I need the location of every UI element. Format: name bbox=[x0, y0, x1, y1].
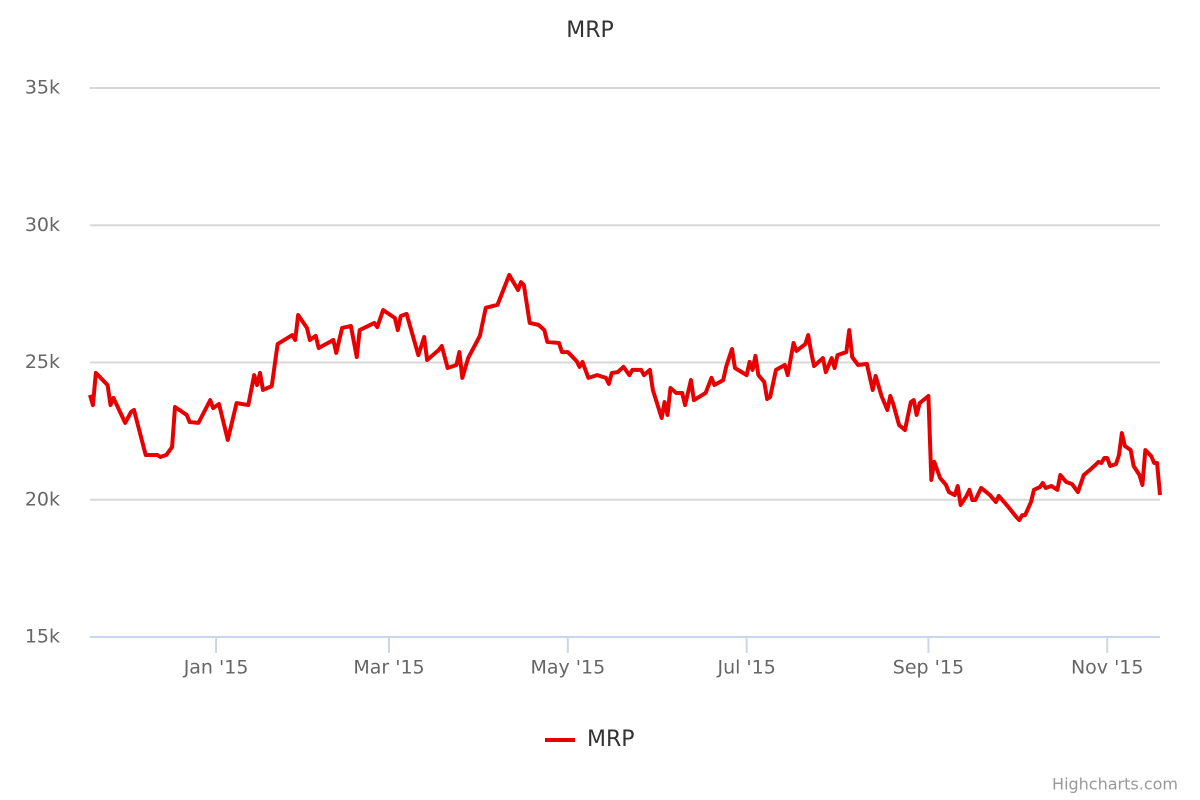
y-tick-label: 15k bbox=[25, 626, 60, 648]
x-tick-label: Nov '15 bbox=[1071, 657, 1144, 679]
y-tick-label: 35k bbox=[25, 77, 60, 99]
x-tick-label: Jul '15 bbox=[716, 657, 775, 679]
x-tick-label: Sep '15 bbox=[893, 657, 964, 679]
x-tick-label: May '15 bbox=[530, 657, 605, 679]
x-tick-label: Jan '15 bbox=[183, 657, 249, 679]
y-tick-label: 30k bbox=[25, 214, 60, 236]
chart-title: MRP bbox=[566, 18, 614, 43]
y-tick-label: 25k bbox=[25, 351, 60, 373]
legend-label[interactable]: MRP bbox=[587, 727, 635, 752]
credits[interactable]: Highcharts.com bbox=[1052, 775, 1178, 794]
x-tick-label: Mar '15 bbox=[353, 657, 424, 679]
y-tick-label: 20k bbox=[25, 488, 60, 510]
data-line bbox=[88, 272, 1162, 523]
